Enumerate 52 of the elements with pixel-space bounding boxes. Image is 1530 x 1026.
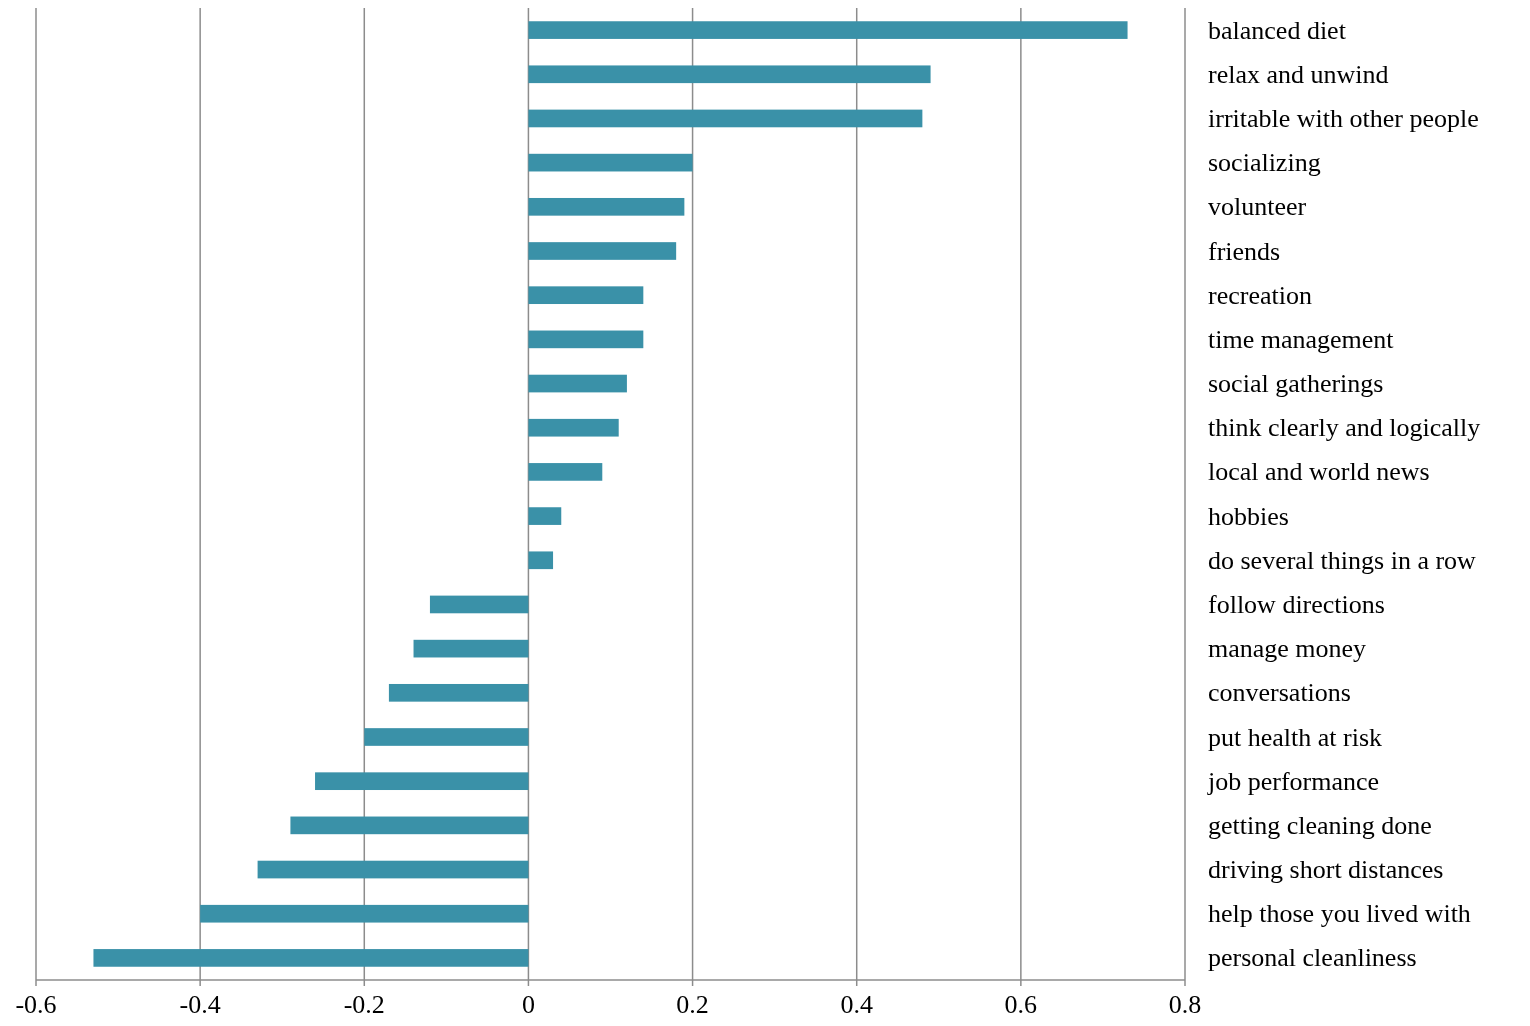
- bar: [528, 242, 677, 260]
- bar: [528, 109, 923, 128]
- bar: [528, 153, 693, 172]
- bar: [528, 551, 554, 570]
- bar: [528, 507, 562, 525]
- bar: [528, 197, 685, 216]
- bar: [93, 949, 529, 967]
- bar: [388, 683, 529, 702]
- bar: [528, 286, 644, 305]
- x-tick-label: -0.6: [15, 990, 57, 1019]
- bar: [364, 728, 529, 746]
- y-tick-label: do several things in a row: [1208, 545, 1477, 575]
- x-tick-label: 0.6: [1004, 990, 1038, 1019]
- y-tick-label: socializing: [1208, 148, 1321, 178]
- bar: [528, 418, 619, 437]
- y-tick-label: recreation: [1208, 280, 1312, 310]
- bar: [315, 772, 529, 791]
- y-tick-label: job performance: [1207, 766, 1380, 796]
- x-tick-label: 0.8: [1168, 990, 1202, 1019]
- x-tick-label: -0.2: [343, 990, 385, 1019]
- bar: [528, 463, 603, 481]
- y-tick-label: driving short distances: [1208, 855, 1444, 885]
- bar: [257, 860, 529, 879]
- y-tick-label: personal cleanliness: [1208, 943, 1417, 973]
- y-tick-label: balanced diet: [1208, 15, 1347, 45]
- bar: [528, 21, 1128, 39]
- y-tick-label: put health at risk: [1208, 722, 1383, 752]
- x-tick-label: 0.4: [840, 990, 873, 1019]
- y-tick-label: think clearly and logically: [1208, 413, 1481, 443]
- bar: [290, 816, 529, 835]
- y-tick-label: conversations: [1208, 678, 1351, 708]
- bar: [528, 65, 931, 84]
- y-tick-label: social gatherings: [1208, 369, 1384, 399]
- y-tick-label: hobbies: [1208, 501, 1289, 531]
- bar: [200, 904, 529, 923]
- y-tick-label: help those you lived with: [1208, 899, 1471, 929]
- bar: [528, 374, 627, 393]
- y-tick-label: relax and unwind: [1208, 59, 1389, 89]
- y-tick-label: getting cleaning done: [1208, 810, 1432, 840]
- x-tick-label: 0.2: [676, 990, 709, 1019]
- bar: [528, 330, 644, 349]
- bar: [429, 595, 529, 614]
- y-tick-label: manage money: [1208, 634, 1367, 664]
- y-tick-label: time management: [1208, 324, 1395, 354]
- y-tick-label: local and world news: [1208, 457, 1430, 487]
- bar: [413, 639, 529, 658]
- x-tick-label: 0: [521, 990, 535, 1019]
- y-tick-label: irritable with other people: [1208, 103, 1479, 133]
- y-tick-label: friends: [1208, 236, 1281, 266]
- y-tick-label: follow directions: [1208, 589, 1385, 619]
- x-tick-label: -0.4: [179, 990, 221, 1019]
- y-tick-label: volunteer: [1208, 192, 1307, 222]
